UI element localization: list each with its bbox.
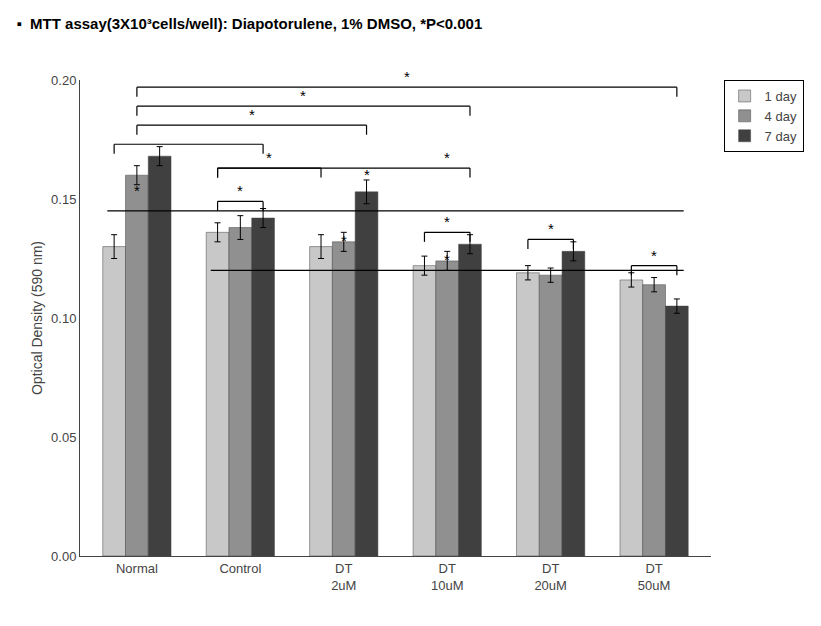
svg-text:4 day: 4 day <box>765 109 797 124</box>
svg-text:7 day: 7 day <box>765 129 797 144</box>
svg-text:Optical Density (590 nm): Optical Density (590 nm) <box>29 241 45 395</box>
svg-text:*: * <box>444 149 450 166</box>
svg-text:*: * <box>364 166 370 183</box>
svg-text:*: * <box>341 232 347 249</box>
svg-text:DT50uM: DT50uM <box>638 561 671 593</box>
svg-text:0.15: 0.15 <box>51 192 76 207</box>
svg-text:Control: Control <box>219 561 261 576</box>
svg-text:DT2uM: DT2uM <box>331 561 356 593</box>
svg-text:0.05: 0.05 <box>51 430 76 445</box>
svg-text:0.20: 0.20 <box>51 73 76 88</box>
svg-text:1 day: 1 day <box>765 89 797 104</box>
svg-text:▪ MTT assay(3X10³cells/well):: ▪ MTT assay(3X10³cells/well): Diapotorul… <box>16 15 482 32</box>
svg-text:*: * <box>300 87 306 104</box>
svg-text:*: * <box>266 149 272 166</box>
svg-text:DT10uM: DT10uM <box>431 561 464 593</box>
svg-text:*: * <box>651 247 657 264</box>
svg-text:*: * <box>444 251 450 268</box>
svg-text:*: * <box>444 213 450 230</box>
svg-text:*: * <box>249 106 255 123</box>
svg-text:0.10: 0.10 <box>51 311 76 326</box>
svg-text:DT20uM: DT20uM <box>534 561 567 593</box>
svg-text:*: * <box>404 68 410 85</box>
svg-text:*: * <box>548 220 554 237</box>
svg-text:Normal: Normal <box>116 561 158 576</box>
svg-text:*: * <box>237 182 243 199</box>
svg-text:*: * <box>134 182 140 199</box>
svg-text:0.00: 0.00 <box>51 549 76 564</box>
